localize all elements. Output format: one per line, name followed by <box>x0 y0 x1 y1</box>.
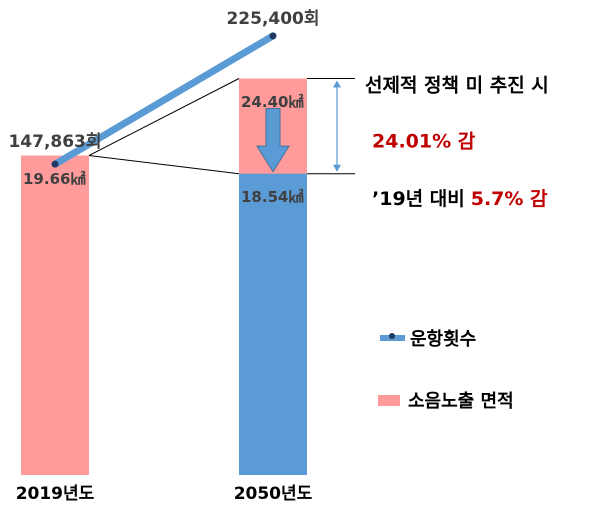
legend-swatch <box>378 395 400 406</box>
data-label: 19.66㎢ <box>23 170 85 188</box>
bar <box>21 155 89 475</box>
x-tick-label: 2019년도 <box>16 484 95 504</box>
connector <box>88 155 240 175</box>
legend-marker <box>389 333 395 339</box>
annotation: ’19년 대비 <box>372 188 465 210</box>
annotation: 5.7% 감 <box>471 188 548 210</box>
legend-label: 운항횟수 <box>410 329 476 350</box>
data-label: 147,863회 <box>8 132 101 152</box>
annotation: 선제적 정책 미 추진 시 <box>365 75 549 97</box>
annotation: 24.01% 감 <box>372 131 476 153</box>
data-label: 18.54㎢ <box>241 188 303 206</box>
data-label: 225,400회 <box>226 9 319 29</box>
line-point <box>51 160 59 168</box>
down-arrow <box>256 108 290 173</box>
x-tick-label: 2050년도 <box>234 484 313 504</box>
annotation-group: ’19년 대비 5.7% 감 <box>372 188 548 210</box>
line <box>53 32 275 168</box>
line-point <box>269 32 277 40</box>
legend-label: 소음노출 면적 <box>408 391 514 412</box>
connector <box>88 78 240 156</box>
bar-overlay <box>239 173 307 475</box>
data-label: 24.40㎢ <box>241 93 303 111</box>
